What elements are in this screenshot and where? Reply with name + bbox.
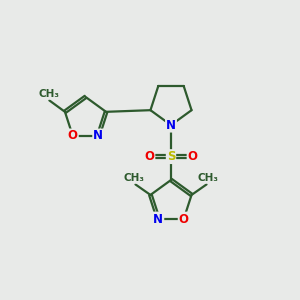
Text: S: S — [167, 150, 175, 163]
Text: N: N — [153, 213, 163, 226]
Text: CH₃: CH₃ — [197, 173, 218, 183]
Text: O: O — [188, 150, 198, 163]
Text: CH₃: CH₃ — [39, 89, 60, 99]
Text: O: O — [179, 213, 189, 226]
Text: O: O — [144, 150, 154, 163]
Text: O: O — [68, 130, 78, 142]
Text: N: N — [166, 118, 176, 132]
Text: N: N — [93, 130, 103, 142]
Text: CH₃: CH₃ — [124, 173, 145, 183]
